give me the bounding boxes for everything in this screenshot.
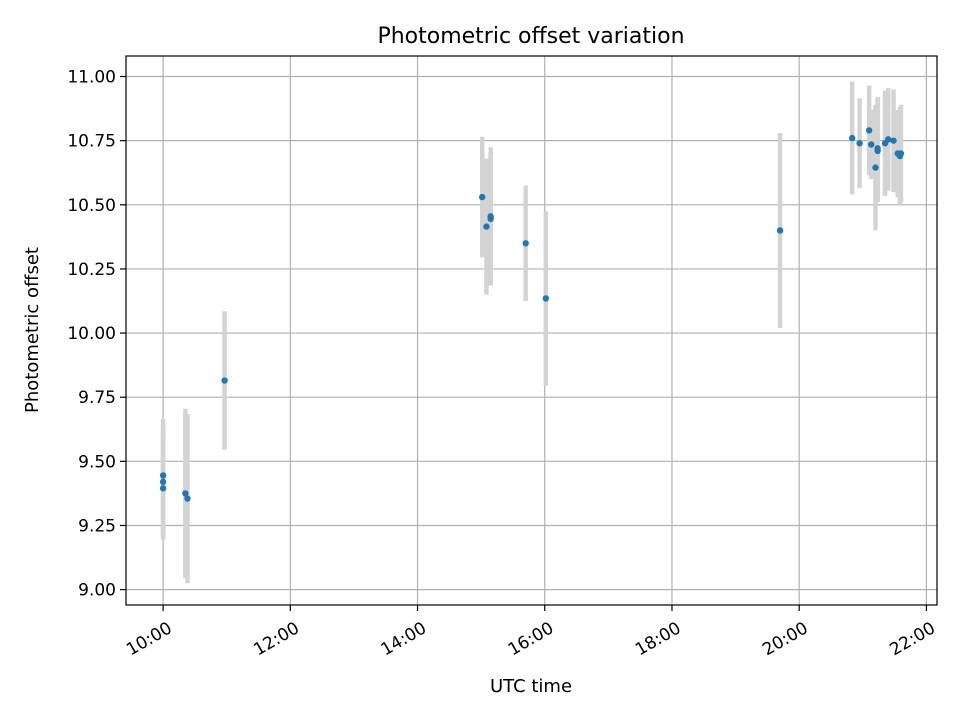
x-tick-label: 10:00	[123, 618, 175, 660]
x-tick-label: 20:00	[759, 618, 811, 660]
y-tick-label: 9.50	[78, 452, 116, 472]
data-point	[221, 377, 228, 384]
x-tick-label: 16:00	[505, 618, 557, 660]
data-point	[182, 490, 189, 497]
y-axis-ticks: 9.00 9.25 9.50 9.75 10.00 10.25 10.50 10.75 11.0…	[67, 68, 126, 601]
y-tick-label: 10.00	[67, 324, 116, 344]
data-point	[487, 213, 494, 220]
data-point	[874, 147, 881, 155]
y-tick-label: 10.75	[67, 132, 116, 152]
data-point	[483, 223, 490, 230]
x-axis-label: UTC time	[490, 676, 572, 697]
data-point	[865, 127, 873, 134]
data-point	[890, 137, 897, 144]
x-axis-ticks: 10:00 12:00 14:00 16:00 18:00 20:00 22:00	[123, 605, 939, 660]
data-point	[184, 495, 191, 502]
data-point	[848, 134, 856, 142]
y-axis-label: Photometric offset	[22, 247, 43, 413]
x-tick-label: 18:00	[632, 618, 684, 660]
data-points	[159, 127, 905, 502]
data-point	[159, 472, 167, 479]
data-point	[776, 227, 784, 234]
x-tick-label: 14:00	[378, 618, 430, 660]
y-tick-label: 11.00	[67, 68, 116, 88]
data-point	[868, 141, 875, 148]
data-point	[542, 295, 550, 302]
y-tick-label: 10.25	[67, 260, 116, 280]
data-point	[856, 140, 863, 147]
data-point	[522, 240, 529, 247]
data-point	[872, 164, 879, 171]
x-tick-label: 12:00	[250, 618, 302, 660]
data-point	[479, 193, 486, 201]
data-point	[159, 478, 167, 486]
y-tick-label: 9.25	[78, 516, 116, 536]
chart-title: Photometric offset variation	[377, 24, 684, 49]
data-point	[159, 485, 167, 492]
y-tick-label: 10.50	[67, 196, 116, 216]
y-tick-label: 9.00	[78, 581, 116, 601]
plot-area	[126, 56, 937, 605]
x-tick-label: 22:00	[886, 618, 938, 660]
data-point	[885, 136, 892, 143]
y-tick-label: 9.75	[78, 388, 116, 408]
grid-lines	[126, 56, 937, 605]
plot-frame	[125, 55, 938, 606]
data-point	[897, 150, 905, 157]
